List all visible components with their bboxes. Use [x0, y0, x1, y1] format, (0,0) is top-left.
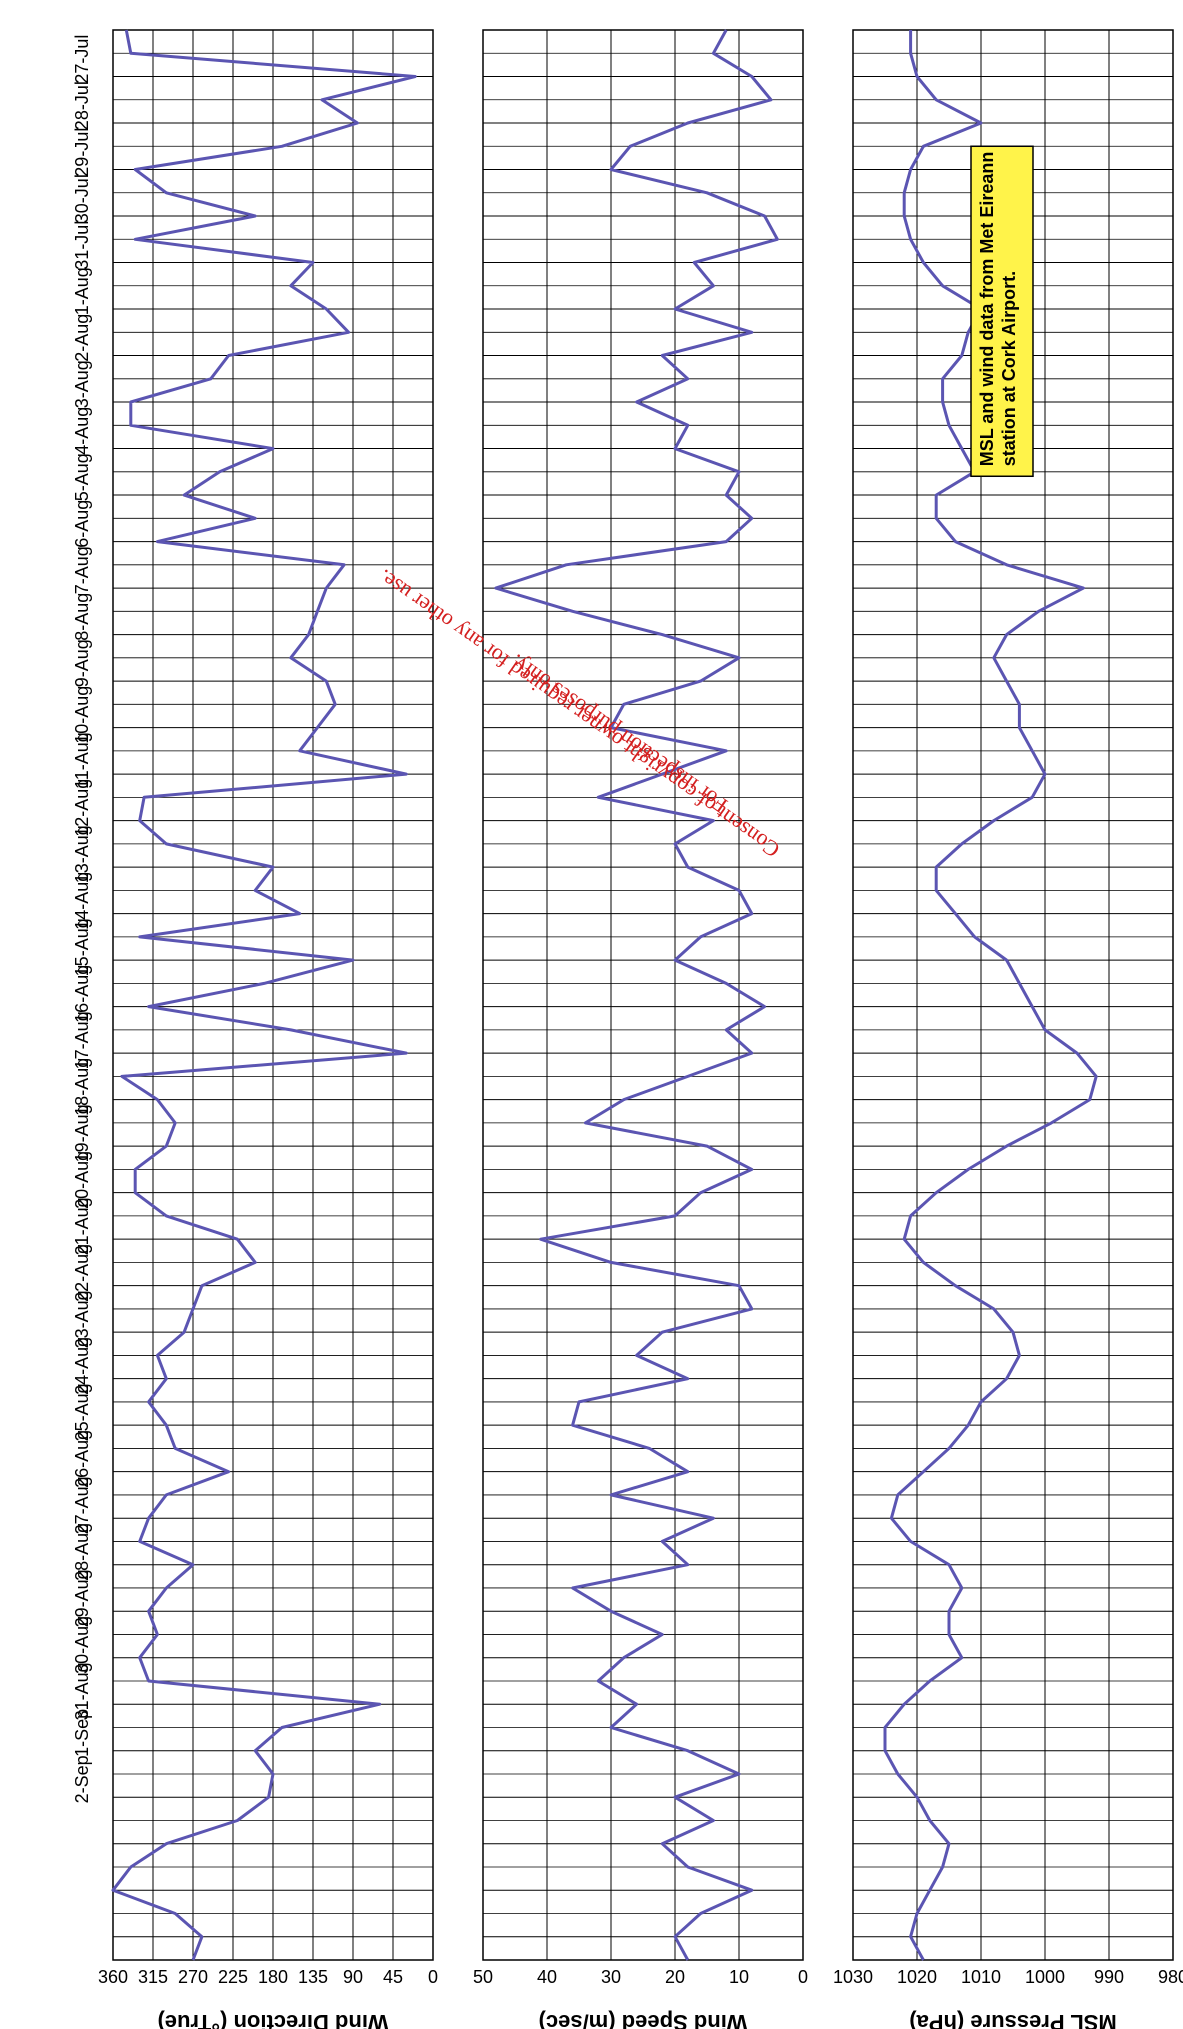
wind-direction-tick-label: 270: [178, 1967, 208, 1987]
wind-direction-panel: 0 45 90 135 180 225 270 315 360 Wind Direction (°…: [98, 29, 438, 2029]
date-tick-label: 15-Aug: [72, 918, 92, 976]
pressure-series-line: [883, 30, 1098, 1961]
wind-speed-axis-label: Wind Speed (m/sec): [539, 2010, 748, 2029]
wind-speed-tick-label: 40: [537, 1967, 557, 1987]
date-tick-label: 17-Aug: [72, 1011, 92, 1069]
data-source-note: MSL and wind data from Met Eireann stati…: [970, 145, 1034, 478]
date-tick-label: 7-Aug: [72, 546, 92, 594]
wind-direction-tick-label: 135: [298, 1967, 328, 1987]
date-tick-label: 5-Aug: [72, 453, 92, 501]
pressure-axis-label: MSL Pressure (hPa): [909, 2010, 1116, 2029]
date-tick-label: 25-Aug: [72, 1383, 92, 1441]
date-tick-label: 30-Aug: [72, 1616, 92, 1674]
date-tick-label: 23-Aug: [72, 1290, 92, 1348]
date-tick-label: 27-Aug: [72, 1476, 92, 1534]
wind-direction-tick-label: 180: [258, 1967, 288, 1987]
date-tick-label: 28-Jul: [72, 81, 92, 130]
wind-direction-series-line: [111, 29, 417, 1961]
date-tick-label: 3-Aug: [72, 360, 92, 408]
note-line-2: station at Cork Airport.: [999, 271, 1019, 466]
date-tick-label: 19-Aug: [72, 1104, 92, 1162]
wind-speed-tick-label: 0: [798, 1967, 808, 1987]
date-tick-label: 14-Aug: [72, 872, 92, 930]
date-tick-label: 12-Aug: [72, 779, 92, 837]
date-tick-label: 11-Aug: [72, 732, 92, 789]
pressure-tick-label: 1000: [1025, 1967, 1065, 1987]
date-tick-label: 10-Aug: [72, 686, 92, 744]
date-tick-label: 18-Aug: [72, 1058, 92, 1116]
wind-speed-frame: [482, 29, 804, 1961]
wind-speed-tick-label: 10: [729, 1967, 749, 1987]
pressure-tick-label: 1030: [833, 1967, 873, 1987]
pressure-tick-label: 1010: [961, 1967, 1001, 1987]
pressure-tick-label: 990: [1094, 1967, 1124, 1987]
wind-direction-tick-label: 90: [343, 1967, 363, 1987]
wind-direction-tick-label: 225: [218, 1967, 248, 1987]
wind-direction-tick-label: 45: [383, 1967, 403, 1987]
date-tick-label: 2-Aug: [72, 314, 92, 362]
date-tick-label: 30-Jul: [72, 174, 92, 223]
date-tick-label: 4-Aug: [72, 407, 92, 455]
wind-speed-tick-label: 30: [601, 1967, 621, 1987]
date-tick-label: 13-Aug: [72, 825, 92, 883]
date-tick-label: 29-Aug: [72, 1569, 92, 1627]
date-tick-label: 16-Aug: [72, 965, 92, 1023]
wind-direction-tick-label: 0: [428, 1967, 438, 1987]
pressure-tick-label: 1020: [897, 1967, 937, 1987]
date-tick-label: 21-Aug: [72, 1197, 92, 1255]
date-tick-label: 31-Jul: [72, 221, 92, 270]
wind-direction-tick-label: 315: [138, 1967, 168, 1987]
date-tick-label: 22-Aug: [72, 1244, 92, 1302]
wind-speed-panel: 0 10 20 30 40 50 Wind Speed (m/sec): [473, 29, 808, 2029]
date-axis: 27-Jul28-Jul29-Jul30-Jul31-Jul1-Aug2-Aug…: [72, 35, 92, 1804]
date-tick-label: 29-Jul: [72, 128, 92, 177]
date-tick-label: 27-Jul: [72, 35, 92, 84]
date-tick-label: 20-Aug: [72, 1151, 92, 1209]
date-tick-label: 26-Aug: [72, 1430, 92, 1488]
date-tick-label: 9-Aug: [72, 639, 92, 687]
date-tick-label: 1-Sep: [72, 1709, 92, 1757]
date-tick-label: 1-Aug: [72, 267, 92, 315]
date-tick-label: 24-Aug: [72, 1337, 92, 1395]
date-tick-label: 31-Aug: [72, 1662, 92, 1720]
note-line-1: MSL and wind data from Met Eireann: [977, 152, 997, 467]
date-tick-label: 28-Aug: [72, 1523, 92, 1581]
wind-direction-tick-label: 360: [98, 1967, 128, 1987]
pressure-tick-label: 980: [1158, 1967, 1183, 1987]
wind-speed-tick-label: 20: [665, 1967, 685, 1987]
note-background: [970, 145, 1034, 478]
wind-speed-tick-label: 50: [473, 1967, 493, 1987]
date-tick-label: 6-Aug: [72, 500, 92, 548]
wind-direction-axis-label: Wind Direction (°True): [157, 2010, 388, 2029]
date-tick-label: 2-Sep: [72, 1755, 92, 1803]
wind-speed-series-line: [494, 29, 779, 1961]
date-tick-label: 8-Aug: [72, 593, 92, 641]
